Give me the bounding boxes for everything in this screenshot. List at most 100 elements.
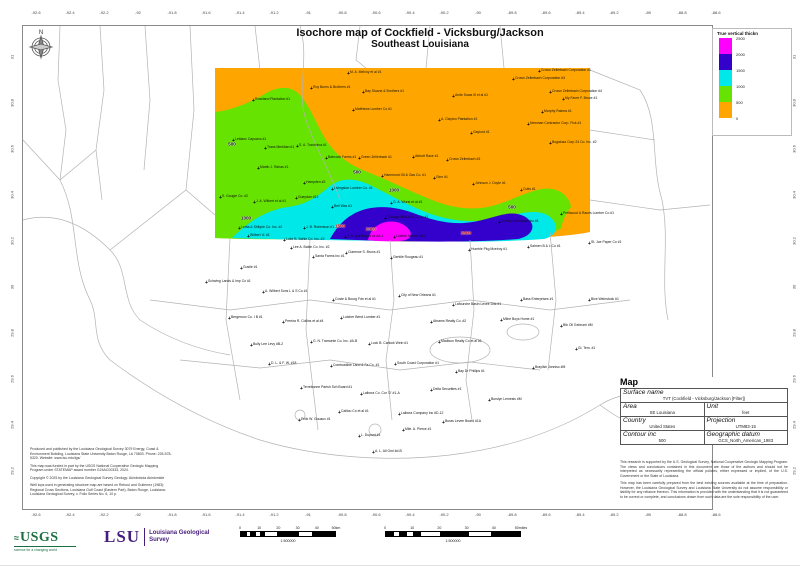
contour-value-label: 500 xyxy=(353,169,361,175)
axis-tick-label: -89.4 xyxy=(575,512,585,517)
well-label: Humble Pkg Mcelroy #1 xyxy=(471,247,507,251)
paragraph: This map has been carefully prepared fro… xyxy=(620,481,788,499)
scale-bar-segment xyxy=(490,532,520,536)
well-label: S. Gougle Co. #2 xyxy=(222,194,249,198)
well-label: Green Zellerbach #1 xyxy=(361,155,392,159)
contour-value-label: 2500 xyxy=(460,230,472,236)
contour-value-label: 500 xyxy=(508,204,516,210)
well-label: Trans Meridian #1 xyxy=(267,145,295,149)
axis-tick-label: -89 xyxy=(645,512,651,517)
scale-tick-label: 10 xyxy=(257,526,262,530)
axis-tick-label: 29.8 xyxy=(9,329,15,337)
well-label: Salmen B & L Co #1 xyxy=(530,244,561,248)
well-label: Ginn #1 xyxy=(436,175,448,179)
well-label: Crown Zellerbach #3 xyxy=(449,157,481,161)
scale-tick-label: 40 xyxy=(314,526,319,530)
map-info-table: Map Surface name TVT (Cockfield - Vicksb… xyxy=(620,377,788,445)
well-symbol-icon: + xyxy=(340,316,343,322)
axis-tick-label: -90.2 xyxy=(439,10,449,15)
well-label: Martin J. Rahas #1 xyxy=(260,165,289,169)
scale-bar-track xyxy=(385,531,521,537)
axis-tick-label: -90.4 xyxy=(405,10,415,15)
paragraph: Copyright © 2025 by the Louisiana Geolog… xyxy=(30,475,165,480)
well-label: Murphy Rainea #1 xyxy=(544,109,572,113)
map-title: Isochore map of Cockfield - Vicksburg/Ja… xyxy=(240,27,600,50)
legend-value-label: 0 xyxy=(736,116,739,121)
credits-text: Produced and published by the Louisiana … xyxy=(30,447,172,500)
well-symbol-icon: + xyxy=(588,241,591,247)
well-symbol-icon: + xyxy=(290,246,293,252)
axis-tick-label: -88.6 xyxy=(711,10,721,15)
legend-color-ramp: 2500 2000 1500 1000 500 0 xyxy=(719,36,791,121)
axis-tick-label: 30.8 xyxy=(9,99,15,107)
well-label: Lalbora Company Inc #D-12 xyxy=(401,411,444,415)
well-label: Crown Zellerbach Corporation #1 xyxy=(541,68,591,72)
axis-tick-label: 30.4 xyxy=(791,191,797,199)
axis-tick-label: -90.8 xyxy=(337,512,347,517)
well-label: Gustie #1 xyxy=(243,265,258,269)
well-label: J. B. Robertson #1 xyxy=(306,225,335,229)
contour-inc-label: Contour inc xyxy=(623,431,657,438)
well-label: Santa Farms Inc #1 xyxy=(315,254,345,258)
well-label: Mile. A. Pierce #1 xyxy=(405,427,432,431)
well-symbol-icon: + xyxy=(205,280,208,286)
well-label: Felix W. Gouaux #1 xyxy=(301,417,331,421)
axis-tick-label: -90 xyxy=(475,10,481,15)
axis-tick-label: -92.2 xyxy=(99,512,109,517)
usgs-tagline: science for a changing world xyxy=(14,546,76,552)
well-label: Roseland Plantation #1 xyxy=(255,97,291,101)
area-value: SE Louisiana xyxy=(649,410,675,415)
surface-name-value: TVT (Cockfield - Vicksburg/Jackson [Filt… xyxy=(662,396,746,401)
legend-swatch xyxy=(719,70,732,86)
country-value: United States xyxy=(649,424,676,429)
axis-tick-label: -90.2 xyxy=(439,512,449,517)
scale-bar-segment xyxy=(399,532,408,536)
well-label: Wilbert 'A' #1 xyxy=(250,233,270,237)
well-label: Bay Dr Phillips #1 xyxy=(458,369,485,373)
projection-label: Projection xyxy=(706,417,736,424)
scale-tick-label: 40 xyxy=(491,526,496,530)
scale-tick-label: 30 xyxy=(295,526,300,530)
well-label: L. Dupont #1 xyxy=(361,433,381,437)
axis-tick-label: -90.8 xyxy=(337,10,347,15)
axis-tick-label: 30 xyxy=(791,284,797,290)
well-label: Lutcher Bend Lumber #1 xyxy=(343,315,381,319)
well-label: Caillou Co et al #1 xyxy=(341,409,369,413)
contour-inc-value: 500 xyxy=(658,438,666,443)
well-label: Bay Sloane & Brothers #1 xyxy=(365,89,405,93)
well-label: Bergeroux Co. I B #1 xyxy=(231,315,263,319)
legend-swatch xyxy=(719,54,732,70)
lsu-logo-divider xyxy=(144,528,146,546)
axis-tick-label: -88.6 xyxy=(711,512,721,517)
well-label: Bogalusa Corp 24 Co. Inc. #2 xyxy=(552,140,597,144)
well-label: M. A. Melvoy et al #1 xyxy=(350,70,382,74)
axis-tick-label: -91 xyxy=(305,10,311,15)
axis-tick-label: 31 xyxy=(791,54,797,60)
well-label: J. A. Wilbert et al #1 xyxy=(256,199,287,203)
map-frame xyxy=(22,25,713,510)
axis-tick-label: -90.6 xyxy=(371,512,381,517)
well-label: Matthews Lumber Co #1 xyxy=(355,107,392,111)
contour-value-label: 2000 xyxy=(365,226,377,232)
axis-tick-label: -91.2 xyxy=(269,512,279,517)
axis-tick-label: -91.6 xyxy=(201,10,211,15)
well-label: Schwing Lands & Imp Co #1 xyxy=(208,279,251,283)
well-label: Prellwood & Races Lumber Co #1 xyxy=(563,211,615,215)
axis-tick-label: -88.8 xyxy=(677,512,687,517)
scale-bar-segment xyxy=(439,532,470,536)
well-label: Lee A. Babin Co. Inc. #2 xyxy=(293,245,330,249)
axis-tick-label: 30 xyxy=(9,284,15,290)
axis-tick-label: -92 xyxy=(135,10,141,15)
axis-tick-label: 30.4 xyxy=(9,191,15,199)
well-symbol-icon: + xyxy=(527,245,530,251)
lsu-org-name: Louisiana Geological Survey xyxy=(149,530,209,544)
legend-value-label: 1500 xyxy=(736,68,745,73)
well-label: Newman Contractor Corp. Fick #1 xyxy=(530,121,582,125)
well-label: Crown Zellerbach Corporation #4 xyxy=(552,89,602,93)
axis-tick-label: -92.6 xyxy=(31,10,41,15)
well-label: S. A. Tranchina #1 xyxy=(299,143,327,147)
well-label: Abrams Realty Co. #2 xyxy=(433,319,467,323)
well-label: Bell Wax #1 xyxy=(334,204,352,208)
well-label: Roy Burns & Brothers #1 xyxy=(313,85,351,89)
well-label: Buras Levee Board #1A xyxy=(445,419,482,423)
